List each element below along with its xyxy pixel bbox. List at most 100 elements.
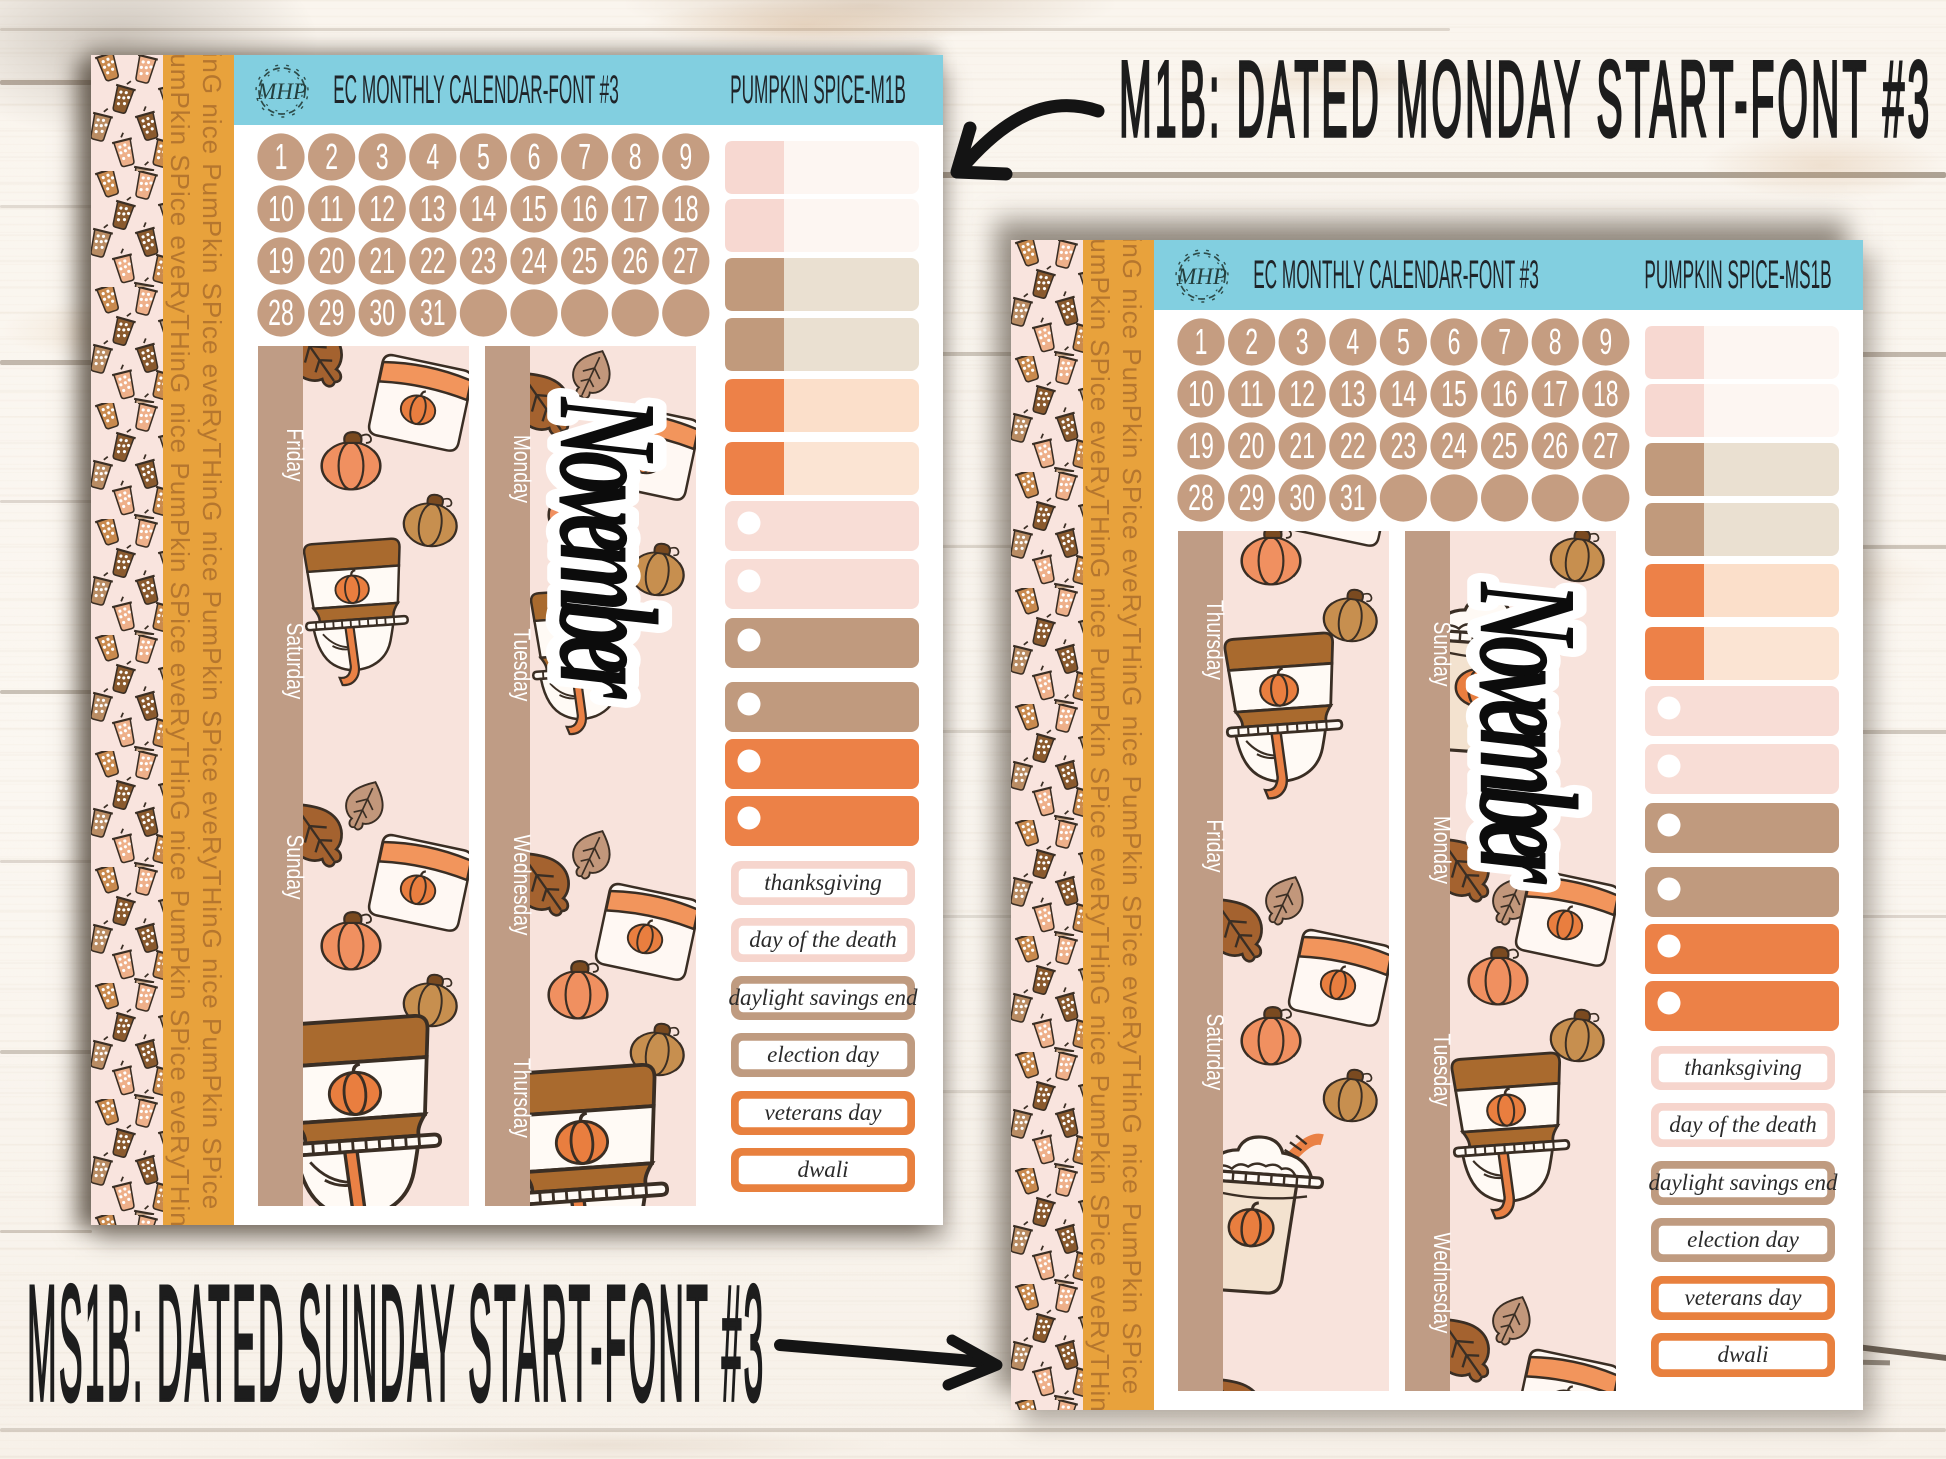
svg-text:4: 4: [426, 138, 439, 177]
svg-text:EC MONTHLY CALENDAR-FONT #3: EC MONTHLY CALENDAR-FONT #3: [1253, 252, 1539, 297]
svg-text:PumPkin SPice eveRyTHinG nice: PumPkin SPice eveRyTHinG nice PumPkin SP…: [165, 55, 195, 1225]
svg-text:1: 1: [275, 138, 288, 177]
svg-text:6: 6: [528, 138, 541, 177]
svg-text:8: 8: [1549, 323, 1562, 362]
svg-text:15: 15: [521, 190, 547, 229]
svg-text:dwali: dwali: [797, 1157, 848, 1182]
svg-text:MHP: MHP: [256, 79, 307, 104]
svg-text:26: 26: [622, 242, 648, 281]
svg-text:8: 8: [629, 138, 642, 177]
svg-text:day of the death: day of the death: [749, 927, 897, 952]
svg-text:11: 11: [1240, 375, 1264, 414]
svg-text:M1B: DATED MONDAY START-FONT #: M1B: DATED MONDAY START-FONT #3: [1119, 39, 1932, 160]
svg-text:Saturday: Saturday: [281, 623, 309, 700]
svg-text:2: 2: [1245, 323, 1258, 362]
svg-text:22: 22: [1340, 427, 1366, 466]
svg-text:16: 16: [1492, 375, 1518, 414]
svg-text:27: 27: [1593, 427, 1619, 466]
svg-text:7: 7: [578, 138, 591, 177]
svg-text:13: 13: [1340, 375, 1366, 414]
svg-text:1: 1: [1195, 323, 1208, 362]
svg-text:Sunday: Sunday: [1428, 621, 1456, 686]
svg-text:PUMPKIN SPICE-M1B: PUMPKIN SPICE-M1B: [730, 67, 906, 112]
svg-text:14: 14: [1391, 375, 1417, 414]
svg-text:5: 5: [1397, 323, 1410, 362]
svg-text:12: 12: [1289, 375, 1315, 414]
svg-text:20: 20: [1239, 427, 1265, 466]
svg-text:veterans day: veterans day: [765, 1100, 883, 1125]
svg-text:19: 19: [1188, 427, 1214, 466]
svg-text:18: 18: [673, 190, 699, 229]
svg-text:Wednesday: Wednesday: [508, 835, 536, 936]
svg-text:25: 25: [572, 242, 598, 281]
svg-text:Friday: Friday: [1201, 819, 1229, 872]
svg-text:daylight savings end: daylight savings end: [1648, 1170, 1838, 1195]
svg-text:21: 21: [369, 242, 395, 281]
svg-text:THinG nice PumPkin SPice eveRy: THinG nice PumPkin SPice eveRyTHinG nice…: [1117, 240, 1147, 1395]
svg-text:3: 3: [376, 138, 389, 177]
svg-text:24: 24: [1441, 427, 1467, 466]
svg-text:Monday: Monday: [1428, 816, 1456, 884]
svg-text:EC MONTHLY CALENDAR-FONT #3: EC MONTHLY CALENDAR-FONT #3: [333, 67, 619, 112]
svg-text:THinG nice PumPkin SPice eveRy: THinG nice PumPkin SPice eveRyTHinG nice…: [197, 55, 227, 1210]
svg-text:9: 9: [1599, 323, 1612, 362]
svg-text:25: 25: [1492, 427, 1518, 466]
svg-text:election day: election day: [1687, 1227, 1800, 1252]
svg-text:day of the death: day of the death: [1669, 1112, 1817, 1137]
svg-text:MS1B: DATED SUNDAY START-FONT: MS1B: DATED SUNDAY START-FONT #3: [27, 1252, 765, 1436]
svg-text:21: 21: [1289, 427, 1315, 466]
svg-text:3: 3: [1296, 323, 1309, 362]
svg-text:Tuesday: Tuesday: [1428, 1034, 1456, 1107]
svg-text:5: 5: [477, 138, 490, 177]
svg-text:28: 28: [1188, 479, 1214, 518]
svg-text:9: 9: [679, 138, 692, 177]
svg-text:November: November: [1450, 581, 1606, 885]
svg-text:Thursday: Thursday: [508, 1058, 536, 1138]
svg-text:23: 23: [1391, 427, 1417, 466]
svg-text:daylight savings end: daylight savings end: [728, 985, 918, 1010]
svg-text:15: 15: [1441, 375, 1467, 414]
svg-text:4: 4: [1346, 323, 1359, 362]
svg-text:28: 28: [268, 294, 294, 333]
svg-text:Wednesday: Wednesday: [1428, 1233, 1456, 1334]
svg-text:18: 18: [1593, 375, 1619, 414]
svg-text:Friday: Friday: [281, 428, 309, 481]
svg-text:22: 22: [420, 242, 446, 281]
svg-text:November: November: [530, 396, 686, 700]
svg-text:Monday: Monday: [508, 435, 536, 503]
svg-text:Thursday: Thursday: [1201, 600, 1229, 680]
svg-text:17: 17: [622, 190, 648, 229]
svg-text:24: 24: [521, 242, 547, 281]
svg-text:7: 7: [1498, 323, 1511, 362]
svg-text:11: 11: [320, 190, 344, 229]
svg-text:10: 10: [1188, 375, 1214, 414]
svg-text:2: 2: [325, 138, 338, 177]
svg-text:29: 29: [1239, 479, 1265, 518]
svg-text:27: 27: [673, 242, 699, 281]
svg-text:PUMPKIN SPICE-MS1B: PUMPKIN SPICE-MS1B: [1644, 252, 1831, 297]
svg-text:31: 31: [420, 294, 446, 333]
svg-text:14: 14: [471, 190, 497, 229]
svg-text:20: 20: [319, 242, 345, 281]
svg-text:16: 16: [572, 190, 598, 229]
svg-text:Tuesday: Tuesday: [508, 629, 536, 702]
svg-text:17: 17: [1542, 375, 1568, 414]
svg-text:26: 26: [1542, 427, 1568, 466]
svg-text:MHP: MHP: [1176, 264, 1227, 289]
svg-text:19: 19: [268, 242, 294, 281]
svg-text:31: 31: [1340, 479, 1366, 518]
svg-text:29: 29: [319, 294, 345, 333]
svg-text:30: 30: [369, 294, 395, 333]
svg-text:veterans day: veterans day: [1685, 1285, 1803, 1310]
svg-text:13: 13: [420, 190, 446, 229]
svg-text:12: 12: [369, 190, 395, 229]
svg-text:election day: election day: [767, 1042, 880, 1067]
svg-text:23: 23: [471, 242, 497, 281]
svg-text:6: 6: [1448, 323, 1461, 362]
svg-text:10: 10: [268, 190, 294, 229]
svg-text:thanksgiving: thanksgiving: [764, 870, 882, 895]
svg-text:PumPkin SPice eveRyTHinG nice: PumPkin SPice eveRyTHinG nice PumPkin SP…: [1085, 240, 1115, 1410]
svg-text:Saturday: Saturday: [1201, 1014, 1229, 1091]
svg-text:Sunday: Sunday: [281, 834, 309, 899]
svg-text:dwali: dwali: [1717, 1342, 1768, 1367]
